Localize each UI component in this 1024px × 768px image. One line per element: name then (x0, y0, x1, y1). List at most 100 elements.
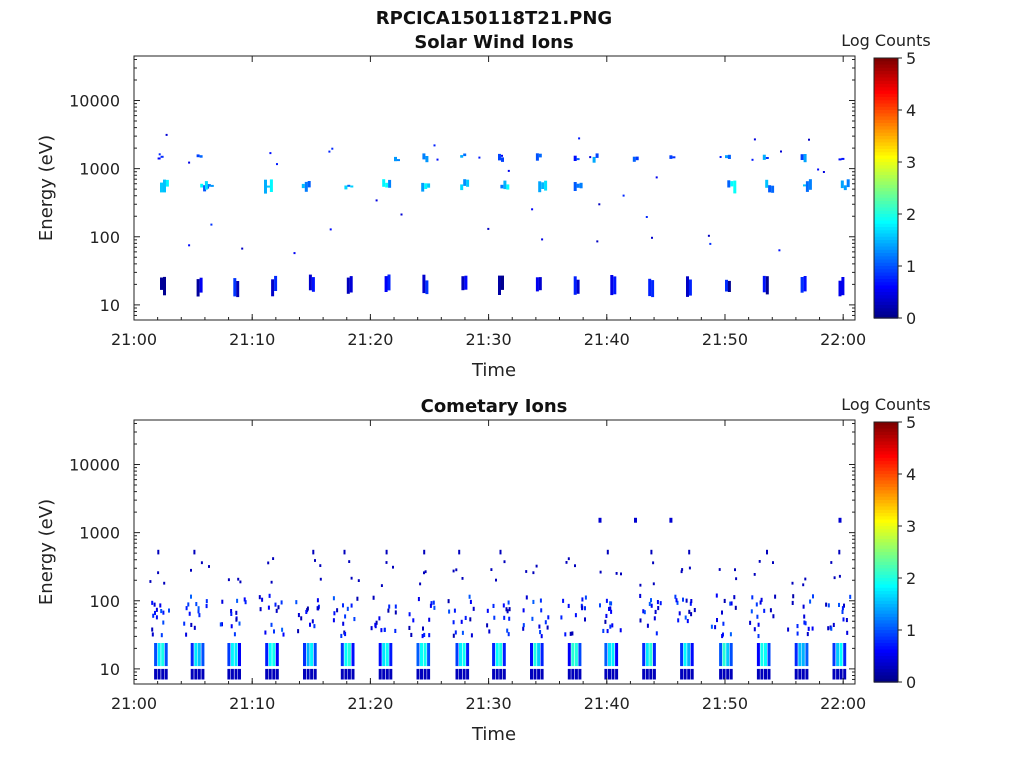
scatter-cell (331, 147, 334, 150)
band-550eV-cell (765, 179, 769, 188)
core-15eV-cell (157, 643, 161, 667)
core-15eV-cell (423, 643, 427, 667)
band-18eV-cell (651, 280, 655, 298)
y-tick-label: 10 (100, 296, 120, 315)
sparse-500eV-cell (650, 549, 653, 555)
spread-cell (787, 627, 790, 632)
spread-cell (486, 623, 489, 628)
plot-area (133, 55, 856, 321)
band-550eV-cell (466, 179, 470, 187)
spread-cell (267, 605, 270, 610)
band-18eV-cell (196, 279, 200, 297)
band-1500eV-cell (725, 155, 728, 159)
sparse-cell (319, 564, 322, 567)
band-1500eV-cell (460, 155, 464, 158)
floor-8eV-cell (836, 668, 840, 680)
spread-cell (472, 606, 475, 611)
spread-cell (751, 595, 754, 600)
spread-cell (378, 616, 381, 621)
spread-cell (464, 615, 467, 620)
spread-cell (763, 608, 766, 613)
band-550eV-cell (204, 181, 208, 190)
floor-8eV-cell (423, 668, 427, 680)
floor-8eV-cell (798, 668, 802, 680)
spread-cell (188, 611, 191, 616)
spread-cell (408, 625, 411, 630)
spread-cell (452, 620, 455, 625)
sparse-cell (208, 565, 210, 568)
sparse-cell (753, 573, 756, 576)
colorbar-tick-label: 2 (906, 205, 916, 224)
band-550eV-cell (203, 185, 207, 192)
x-axis-label: Time (471, 360, 516, 381)
band-18eV-cell (727, 280, 731, 292)
floor-8eV-cell (157, 668, 161, 680)
spread-cell (804, 621, 807, 626)
spread-cell (609, 624, 612, 629)
scatter-cell (598, 203, 601, 206)
band-18eV-cell (387, 274, 391, 291)
core-15eV-cell (726, 643, 730, 667)
floor-8eV-cell (756, 668, 760, 680)
floor-8eV-cell (687, 668, 691, 680)
band-550eV-cell (264, 179, 267, 194)
core-15eV-cell (843, 643, 847, 667)
heatmap-cells (149, 517, 852, 680)
figure-title: RPCICA150118T21.PNG (376, 8, 612, 29)
heatmap-cells (157, 133, 850, 298)
core-15eV-cell (801, 643, 805, 667)
spread-cell (507, 600, 510, 605)
spread-cell (313, 624, 316, 629)
spread-cell (842, 617, 845, 622)
spread-cell (571, 631, 574, 636)
floor-8eV-cell (767, 668, 771, 680)
sparse-cell (455, 568, 458, 572)
core-15eV-cell (303, 643, 306, 667)
floor-8eV-cell (462, 668, 466, 680)
sparse-500eV-cell (423, 549, 426, 555)
spread-cell (190, 594, 192, 599)
spread-cell (394, 610, 397, 615)
band-550eV-cell (771, 185, 775, 193)
band-1500eV-cell (592, 156, 596, 163)
spread-cell (507, 632, 510, 637)
spread-cell (429, 603, 432, 608)
floor-8eV-cell (164, 668, 168, 680)
spread-cell (375, 620, 378, 625)
scatter-cell (655, 176, 658, 179)
core-15eV-cell (382, 643, 386, 667)
spread-cell (715, 593, 718, 598)
spread-cell (639, 593, 642, 598)
spread-cell (710, 624, 713, 629)
band-550eV-cell (347, 184, 351, 187)
spread-cell (769, 608, 772, 613)
band-18eV-cell (422, 274, 426, 294)
panel-solar-wind-ions: Solar Wind Ions 21:00 21:10 21:20 21:30 21:40… (36, 31, 931, 381)
spread-cell (827, 626, 830, 631)
colorbar-tick-label: 3 (906, 517, 916, 536)
x-tick-label: 21:00 (111, 694, 157, 713)
band-550eV-cell (165, 179, 169, 187)
spread-cell (723, 598, 726, 603)
spread-cell (168, 608, 170, 613)
spread-cell (452, 633, 455, 638)
core-15eV-cell (275, 643, 279, 667)
spread-cell (162, 620, 165, 625)
x-tick-label: 21:50 (702, 330, 748, 349)
band-18eV-cell (686, 276, 689, 297)
floor-8eV-cell (420, 668, 423, 680)
spread-cell (547, 615, 550, 620)
sparse-cell (735, 577, 738, 581)
floor-8eV-cell (649, 668, 653, 680)
spread-cell (506, 628, 509, 633)
spread-cell (531, 616, 534, 621)
spread-cell (205, 599, 208, 604)
spread-cell (584, 617, 586, 622)
floor-8eV-cell (502, 668, 506, 680)
sparse-500eV-cell (157, 549, 160, 555)
spread-cell (619, 628, 622, 633)
core-15eV-cell (459, 643, 462, 667)
sparse-500eV-cell (688, 549, 691, 555)
band-550eV-cell (350, 185, 354, 188)
